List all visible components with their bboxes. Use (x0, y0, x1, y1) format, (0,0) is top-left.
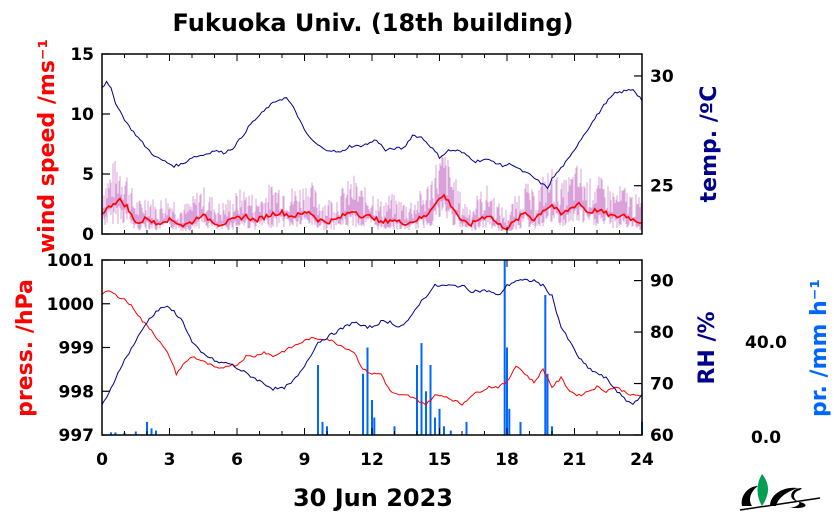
precip-bar (393, 426, 396, 436)
precip-bar (321, 421, 324, 435)
precip-bar (544, 295, 547, 435)
precip-bar (449, 430, 452, 435)
x-tick-label: 6 (231, 450, 243, 470)
precip-bar (146, 421, 148, 435)
left-tick-label: 15 (70, 45, 94, 65)
top-plot-area (101, 80, 643, 232)
precip-bar (134, 431, 137, 435)
precip-bar (519, 421, 522, 435)
precip-bar (551, 426, 553, 436)
left-tick-label: 0 (82, 225, 94, 245)
precip-bar (503, 260, 506, 435)
precip-tick-label: 0.0 (751, 428, 781, 448)
chart-title: Fukuoka Univ. (18th building) (173, 9, 574, 37)
institute-logo (739, 474, 821, 511)
logo-leaf-icon (757, 474, 768, 506)
logo-swoosh-left (741, 486, 758, 506)
temperature-axis-label: temp. /ºC (697, 86, 722, 203)
precip-bar (438, 408, 441, 436)
precip-bar (429, 365, 432, 435)
rh-line (101, 278, 643, 405)
precip-bar (465, 421, 468, 435)
temperature-line (101, 80, 643, 190)
precip-bar (326, 426, 328, 436)
wind-speed-line (101, 193, 643, 231)
precip-bar (155, 430, 157, 435)
left-tick-label: 1000 (47, 295, 94, 315)
top-ticks: 0 5 10 15 25 30 (70, 45, 674, 245)
logo-letter-s (790, 488, 806, 508)
x-tick-label: 21 (563, 450, 587, 470)
x-tick-label: 12 (360, 450, 384, 470)
logo-underline (739, 497, 821, 511)
left-tick-label: 1001 (47, 251, 94, 271)
precip-tick-label: 40.0 (745, 333, 787, 353)
precip-bar (110, 432, 112, 435)
left-tick-label: 998 (59, 382, 95, 402)
precip-bar (434, 417, 436, 435)
left-tick-label: 5 (82, 165, 94, 185)
pressure-line (101, 290, 643, 407)
top-panel: 0 5 10 15 25 30 wind speed /ms⁻¹ temp. /ºC (35, 39, 722, 253)
precipitation-axis-label: pr. /mm h⁻¹ (807, 279, 832, 417)
x-tick-label: 18 (495, 450, 519, 470)
precip-bar (150, 428, 153, 435)
left-tick-label: 999 (59, 339, 95, 359)
x-tick-label: 0 (96, 450, 108, 470)
precip-bar (546, 373, 549, 435)
right-tick-label: 25 (650, 177, 674, 197)
right-tick-label: 80 (650, 323, 674, 343)
right-tick-label: 30 (650, 67, 674, 87)
precip-bar (371, 400, 373, 435)
precip-bar (506, 347, 508, 435)
precip-bar (508, 408, 511, 436)
x-tick-label: 15 (428, 450, 452, 470)
precip-bar (114, 432, 117, 435)
precip-bar (317, 365, 319, 435)
left-tick-label: 997 (59, 426, 95, 446)
precip-bar (420, 343, 423, 435)
wind-speed-axis-label: wind speed /ms⁻¹ (35, 39, 60, 253)
precipitation-ticks: 0.0 40.0 (745, 333, 787, 448)
precip-bar (425, 391, 427, 436)
x-tick-label: 9 (299, 450, 311, 470)
date-label: 30 Jun 2023 (293, 484, 453, 512)
x-tick-label: 3 (164, 450, 176, 470)
right-tick-label: 60 (650, 426, 674, 446)
bottom-plot-area (101, 260, 643, 436)
pressure-axis-label: press. /hPa (13, 279, 38, 417)
bottom-ticks: 997 998 999 1000 1001 60 70 80 90 (47, 251, 674, 446)
left-tick-label: 10 (70, 105, 94, 125)
right-tick-label: 90 (650, 272, 674, 292)
precip-bar (362, 373, 364, 435)
rh-axis-label: RH /% (695, 311, 720, 384)
x-tick-label: 24 (630, 450, 654, 470)
x-axis-ticks: 0 3 6 9 12 15 18 21 24 (96, 450, 654, 470)
precip-bar (443, 426, 445, 436)
right-tick-label: 70 (650, 375, 674, 395)
logo-swoosh-mid (770, 487, 798, 506)
precip-bar (366, 347, 369, 435)
precip-bar (373, 417, 376, 435)
bottom-panel: 997 998 999 1000 1001 60 70 80 90 press. /hPa RH… (13, 251, 832, 448)
